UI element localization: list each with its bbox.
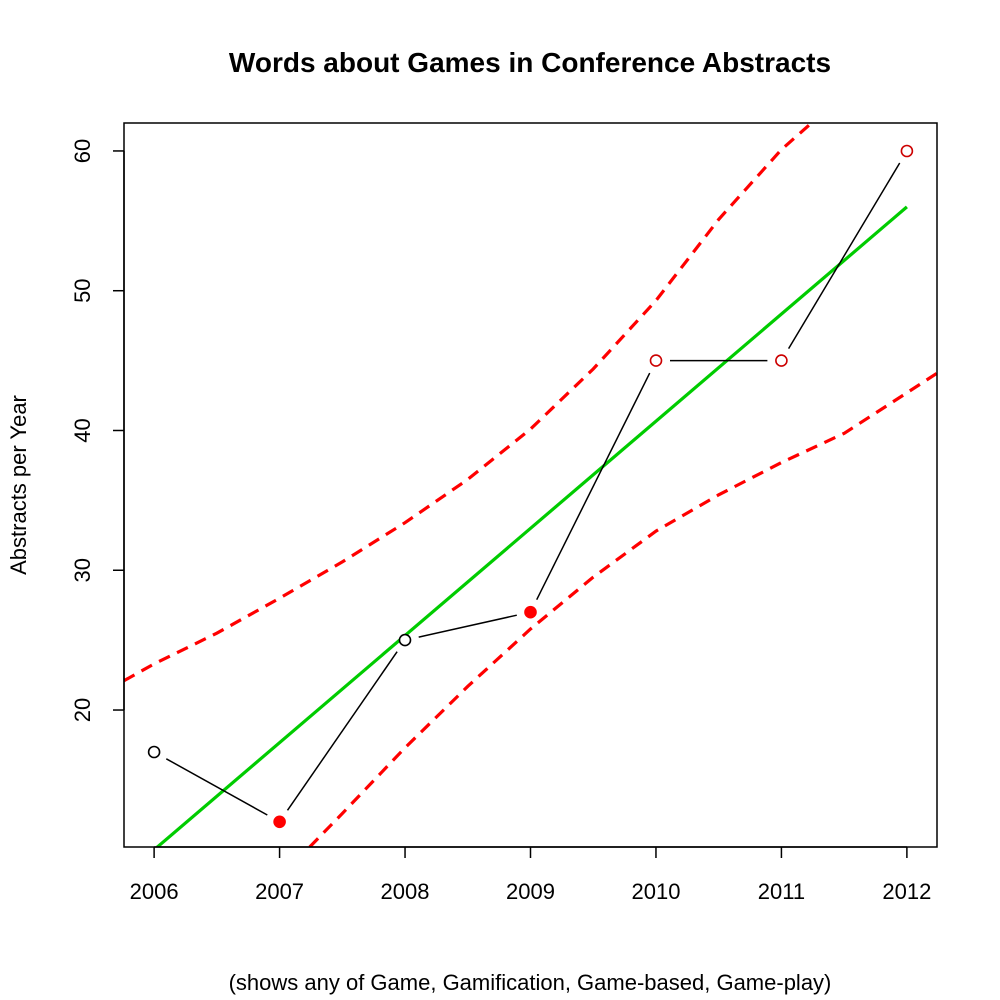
series-segment	[286, 651, 398, 811]
x-tick-label: 2007	[255, 879, 304, 904]
y-tick-label: 20	[70, 698, 95, 722]
plot-frame	[123, 122, 938, 848]
y-axis: 20 30 40 50 60	[70, 139, 125, 722]
data-point	[147, 745, 161, 759]
confidence-band-line	[308, 371, 937, 847]
x-tick-label: 2009	[506, 879, 555, 904]
y-axis-label: Abstracts per Year	[6, 395, 31, 575]
x-tick-label: 2006	[130, 879, 179, 904]
x-axis: 2006 2007 2008 2009 2010 2011 2012	[130, 846, 931, 904]
series-segment	[787, 162, 901, 349]
x-axis-label: (shows any of Game, Gamification, Game-b…	[229, 970, 832, 995]
data-point	[524, 605, 537, 619]
data-point	[398, 633, 412, 647]
plot-lines	[124, 123, 937, 847]
series-segment	[536, 372, 651, 601]
data-point	[273, 815, 286, 829]
data-point	[900, 144, 914, 158]
y-tick-label: 60	[70, 139, 95, 163]
x-tick-label: 2010	[631, 879, 680, 904]
trend-line	[154, 205, 908, 847]
plot-points	[147, 144, 914, 829]
y-tick-label: 30	[70, 558, 95, 582]
chart-title: Words about Games in Conference Abstract…	[229, 47, 831, 78]
series-segment	[165, 758, 268, 816]
x-tick-label: 2012	[882, 879, 931, 904]
y-tick-label: 50	[70, 278, 95, 302]
series-segment	[418, 614, 517, 638]
x-tick-label: 2011	[758, 879, 805, 904]
data-point	[775, 354, 788, 367]
confidence-band-line	[124, 123, 813, 683]
data-point	[649, 354, 663, 367]
x-tick-label: 2008	[381, 879, 430, 904]
y-tick-label: 40	[70, 418, 95, 442]
